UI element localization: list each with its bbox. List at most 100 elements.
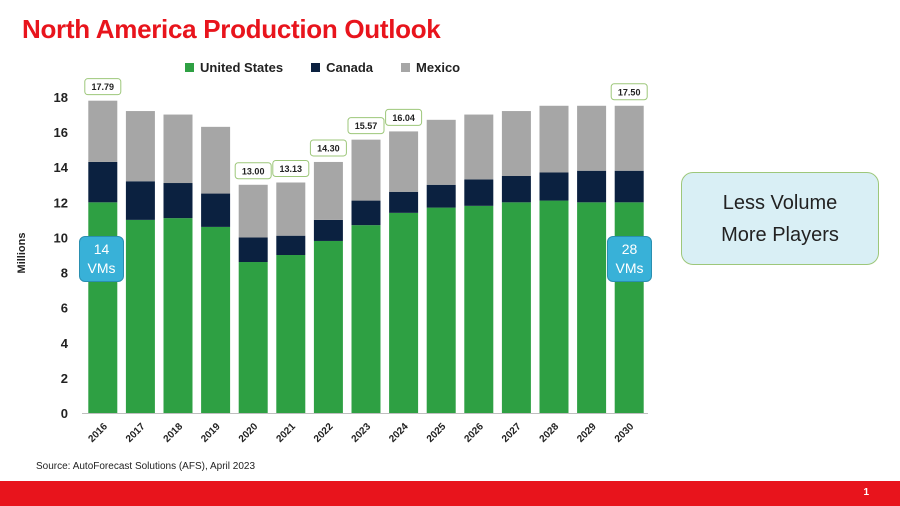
total-label-box: [385, 108, 423, 126]
total-label-box: [84, 78, 122, 96]
total-label-text: 17.79: [92, 82, 115, 92]
y-tick-label: 12: [54, 195, 68, 210]
legend-item-united-states: United States: [185, 60, 283, 75]
total-label-text: 14.30: [317, 143, 340, 153]
total-label: 13.13: [272, 159, 310, 177]
bar-segment-canada: [276, 235, 306, 255]
bar-segment-canada: [351, 200, 381, 226]
bar-segment-united-states: [238, 262, 268, 413]
bar-segment-canada: [125, 181, 155, 220]
bar-segment-united-states: [501, 202, 531, 413]
total-label-text: 17.50: [618, 87, 641, 97]
total-label: 17.50: [610, 83, 648, 101]
total-label-text: 15.57: [355, 121, 378, 131]
bar-segment-united-states: [464, 205, 494, 413]
x-tick-label: 2029: [575, 421, 599, 445]
bar-segment-mexico: [614, 105, 644, 171]
total-label-text: 16.04: [392, 113, 415, 123]
y-tick-label: 6: [61, 301, 68, 316]
chart-legend: United States Canada Mexico: [185, 60, 460, 75]
x-tick-label: 2022: [312, 421, 336, 445]
total-label-box: [309, 139, 347, 157]
y-tick-label: 18: [54, 90, 68, 105]
bar-segment-mexico: [539, 105, 569, 173]
bar-segment-canada: [501, 176, 531, 203]
y-axis-label: Millions: [16, 233, 28, 274]
x-tick-label: 2020: [237, 421, 261, 445]
bar-segment-canada: [539, 172, 569, 201]
total-label-box: [347, 117, 385, 135]
bar-segment-united-states: [614, 202, 644, 413]
callout-left-unit: VMs: [87, 260, 116, 276]
total-label: 17.79: [84, 78, 122, 96]
bar-segment-canada: [313, 219, 343, 241]
bar-segment-united-states: [276, 255, 306, 413]
bar-segment-united-states: [539, 200, 569, 413]
bar-segment-mexico: [501, 111, 531, 176]
x-tick-label: 2025: [425, 421, 449, 445]
callout-right-unit: VMs: [615, 260, 644, 276]
bar-segment-united-states: [88, 202, 118, 413]
slide-title: North America Production Outlook: [22, 14, 441, 44]
footer-bar: 1: [0, 481, 900, 506]
bar-segment-mexico: [313, 161, 343, 220]
x-tick-label: 2018: [162, 421, 186, 445]
y-tick-label: 10: [54, 230, 68, 245]
x-tick-label: 2019: [199, 421, 223, 445]
callout-right-number: 28: [621, 241, 638, 257]
y-tick-label: 2: [61, 371, 68, 386]
bar-segment-mexico: [351, 139, 381, 201]
legend-label-mexico: Mexico: [416, 60, 461, 75]
message-line-1: Less Volume: [722, 191, 838, 214]
y-tick-label: 16: [54, 125, 68, 140]
total-label: 15.57: [347, 117, 385, 135]
message-line-2: More Players: [721, 223, 839, 246]
bar-segment-mexico: [201, 126, 231, 194]
x-tick-label: 2027: [500, 421, 524, 445]
bar-segment-united-states: [163, 218, 193, 413]
bar-segment-mexico: [276, 182, 306, 236]
x-tick-label: 2030: [613, 421, 637, 445]
x-tick-label: 2024: [387, 421, 411, 445]
x-tick-label: 2028: [538, 421, 562, 445]
source-note: Source: AutoForecast Solutions (AFS), Ap…: [36, 461, 255, 472]
bar-segment-canada: [163, 183, 193, 219]
x-axis: 2016 2017 2018 2019 2020 2021 2022 2023 2024 2025…: [86, 421, 636, 445]
y-tick-label: 4: [61, 336, 69, 351]
total-label-box: [234, 162, 272, 180]
bar-segment-mexico: [464, 114, 494, 180]
legend-label-united-states: United States: [200, 60, 284, 75]
y-tick-label: 14: [54, 160, 69, 175]
bar-segment-canada: [577, 170, 607, 203]
callout-left-number: 14: [93, 241, 110, 257]
total-label-text: 13.13: [280, 164, 303, 174]
bar-segment-mexico: [163, 114, 193, 184]
y-tick-label: 8: [61, 266, 68, 281]
legend-item-canada: Canada: [311, 60, 373, 75]
total-label: 13.00: [234, 162, 272, 180]
bar-segment-canada: [464, 179, 494, 206]
legend-swatch-united-states: [185, 63, 194, 72]
y-tick-label: 0: [61, 406, 68, 421]
bar-segment-united-states: [389, 212, 419, 413]
total-label: 16.04: [385, 108, 423, 126]
legend-label-canada: Canada: [326, 60, 374, 75]
bar-segment-mexico: [125, 111, 155, 182]
x-tick-label: 2026: [462, 421, 486, 445]
bars: [88, 100, 644, 413]
bar-segment-united-states: [351, 225, 381, 413]
callout-left-vms: 14 VMs: [79, 236, 124, 282]
bar-segment-canada: [88, 161, 118, 203]
total-label: 14.30: [309, 139, 347, 157]
bar-segment-canada: [238, 237, 268, 263]
bar-segment-united-states: [201, 226, 231, 413]
x-tick-label: 2017: [124, 421, 148, 445]
production-chart: 0 2 4 6 8 10 12 14 16 18 2016 2017 2018 2019 2020 2021…: [16, 78, 648, 445]
total-label-box: [272, 159, 310, 177]
x-tick-label: 2016: [86, 421, 110, 445]
bar-segment-canada: [426, 184, 456, 208]
bar-segment-canada: [389, 191, 419, 213]
bar-segment-canada: [614, 170, 644, 203]
bar-segment-united-states: [125, 219, 155, 413]
page-number: 1: [863, 487, 869, 498]
